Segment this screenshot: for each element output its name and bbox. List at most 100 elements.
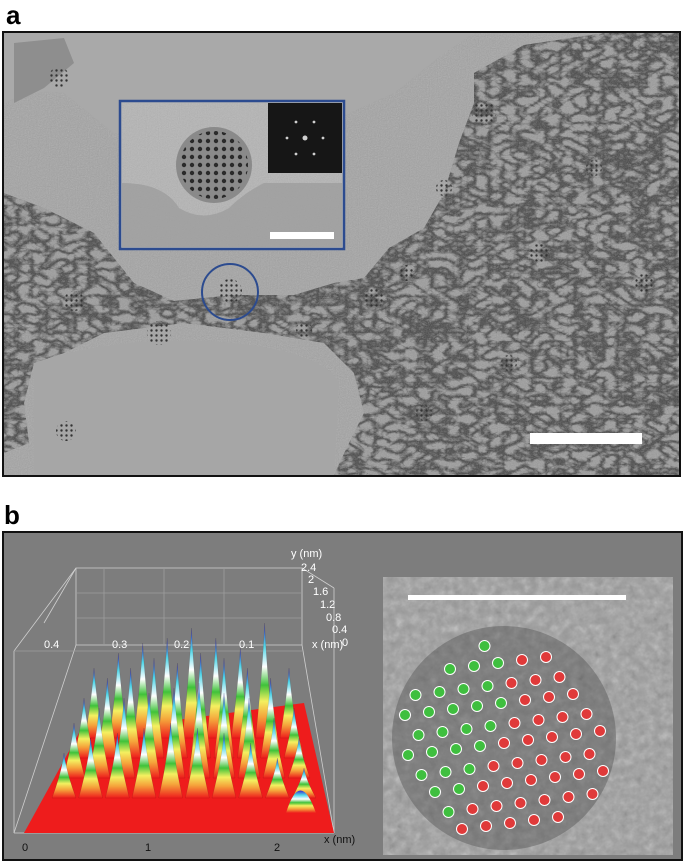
surface-peak	[131, 727, 157, 799]
atom-red	[511, 757, 524, 769]
atom-green	[402, 749, 414, 761]
surface-peak	[264, 757, 290, 799]
atom-green	[433, 686, 446, 698]
surface-peak	[51, 752, 77, 799]
atom-red	[528, 814, 540, 826]
atom-green	[436, 726, 449, 738]
atom-green	[412, 729, 425, 741]
back-x-label: x (nm)	[312, 639, 343, 651]
atom-green	[492, 657, 504, 669]
atom-red	[525, 774, 537, 786]
atom-red	[556, 711, 569, 723]
zoom-inset	[118, 99, 346, 251]
surface-peak	[286, 790, 316, 813]
atom-red	[519, 694, 531, 706]
panel-b: y (nm) 2.4 2 1.6 1.2 0.8 0.4 0 0.4 0.3 0…	[2, 531, 683, 861]
atom-green	[471, 700, 483, 712]
z-tick: 2	[308, 574, 314, 586]
panel-label-a: a	[6, 0, 21, 30]
atom-green	[474, 740, 486, 752]
z-axis-label: y (nm)	[291, 548, 322, 560]
atom-red	[552, 811, 564, 823]
surface-peak	[105, 732, 130, 799]
atom-red	[573, 768, 585, 780]
back-tick: 0.3	[112, 639, 127, 651]
atom-green	[429, 786, 441, 798]
surface-peak	[211, 732, 237, 799]
atom-red	[456, 823, 468, 835]
z-tick: 0	[342, 637, 348, 649]
atom-green	[439, 766, 452, 778]
surface-peak	[237, 697, 261, 779]
front-x-label: x (nm)	[324, 834, 355, 846]
z-tick: 1.2	[320, 599, 335, 611]
surface-peak	[78, 737, 103, 799]
front-tick: 0	[22, 842, 28, 854]
atom-green	[423, 706, 435, 718]
atom-red	[570, 728, 582, 740]
surface-peak	[238, 742, 264, 799]
z-tick: 2.4	[301, 562, 316, 574]
surface-peak	[187, 682, 211, 779]
atom-red	[580, 708, 593, 720]
atom-red	[567, 688, 579, 700]
atom-green	[399, 709, 411, 721]
surface-peaks	[51, 622, 317, 813]
atom-red	[498, 737, 510, 749]
atom-map-scale-bar	[408, 595, 626, 600]
atom-red	[543, 691, 555, 703]
inset-scale-bar	[270, 232, 334, 239]
atom-red	[562, 791, 575, 803]
atom-red	[538, 794, 551, 806]
atom-green	[460, 723, 473, 735]
atom-red	[583, 748, 596, 760]
front-tick: 1	[145, 842, 151, 854]
panel-b-svg: y (nm) 2.4 2 1.6 1.2 0.8 0.4 0 0.4 0.3 0…	[13, 548, 673, 855]
back-tick: 0.1	[239, 639, 254, 651]
atom-red	[559, 751, 572, 763]
surface-peak	[262, 717, 286, 779]
highlighted-nanoparticle	[218, 279, 242, 303]
atom-green	[442, 806, 455, 818]
atom-red	[514, 797, 527, 809]
atom-green	[484, 720, 497, 732]
surface-peak	[185, 727, 210, 799]
atom-green	[457, 683, 470, 695]
atom-red	[546, 731, 558, 743]
back-x-axis: 0.4 0.3 0.2 0.1 x (nm)	[44, 639, 343, 651]
atom-red	[529, 674, 542, 686]
main-scale-bar	[530, 433, 642, 444]
atom-green	[478, 640, 491, 652]
atom-red	[480, 820, 492, 832]
z-tick: 0.4	[332, 624, 347, 636]
atom-green	[409, 689, 422, 701]
panel-label-b: b	[4, 500, 20, 530]
atom-red	[477, 780, 489, 792]
atom-red	[549, 771, 561, 783]
atom-green	[444, 663, 456, 675]
atom-red	[535, 754, 548, 766]
front-x-axis: 0 1 2 x (nm)	[22, 834, 355, 854]
atom-red	[490, 800, 503, 812]
atom-red	[532, 714, 545, 726]
atom-green	[468, 660, 480, 672]
back-tick: 0.2	[174, 639, 189, 651]
atom-red	[501, 777, 513, 789]
surface-peak	[291, 767, 317, 799]
atom-red	[594, 725, 606, 737]
atom-red	[586, 788, 599, 800]
tem-micrograph-panel	[2, 31, 681, 477]
atom-green	[453, 783, 465, 795]
atom-green	[447, 703, 459, 715]
nanoparticle-circle-marker	[201, 263, 259, 321]
surface-peak	[62, 722, 86, 779]
back-tick: 0.4	[44, 639, 59, 651]
atom-red	[466, 803, 479, 815]
atom-red	[487, 760, 500, 772]
atom-green	[495, 697, 507, 709]
atom-red	[505, 677, 518, 689]
z-tick: 1.6	[313, 586, 328, 598]
atom-red	[597, 765, 609, 777]
hrtem-atom-map	[383, 577, 673, 855]
atom-red	[508, 717, 521, 729]
